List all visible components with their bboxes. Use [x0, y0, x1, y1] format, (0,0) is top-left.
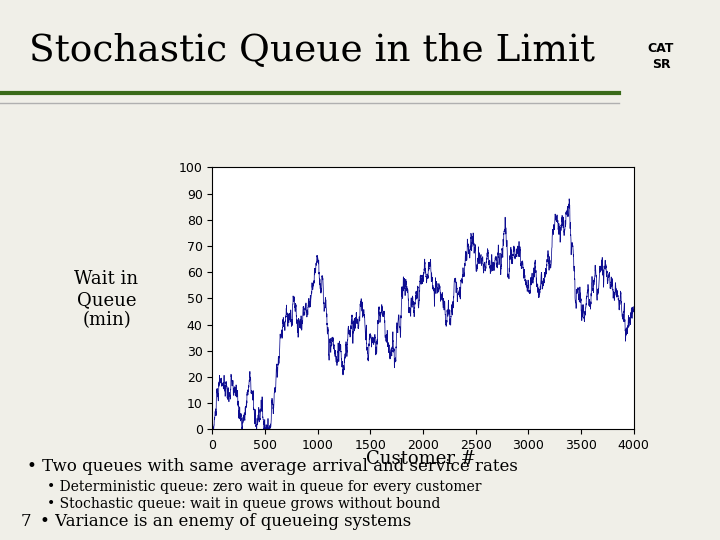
Text: • Two queues with same: • Two queues with same — [27, 458, 239, 475]
Text: customer: customer — [411, 481, 482, 495]
Text: CAT
SR: CAT SR — [648, 42, 674, 71]
Text: Customer #: Customer # — [366, 450, 476, 468]
Text: wait in queue for: wait in queue for — [243, 481, 372, 495]
Text: without bound: without bound — [338, 497, 440, 511]
Text: arrival and service rates: arrival and service rates — [307, 458, 518, 475]
Text: • Variance is an enemy of queueing systems: • Variance is an enemy of queueing syste… — [40, 514, 412, 530]
Text: • Deterministic queue:: • Deterministic queue: — [47, 481, 212, 495]
Text: Wait in
Queue
(min): Wait in Queue (min) — [74, 270, 139, 329]
Text: Stochastic Queue in the Limit: Stochastic Queue in the Limit — [29, 33, 595, 69]
Text: every: every — [372, 481, 411, 495]
Text: • Stochastic queue: wait in queue grows: • Stochastic queue: wait in queue grows — [47, 497, 338, 511]
Text: zero: zero — [212, 481, 243, 495]
Text: average: average — [239, 458, 307, 475]
Text: 7: 7 — [20, 514, 31, 530]
